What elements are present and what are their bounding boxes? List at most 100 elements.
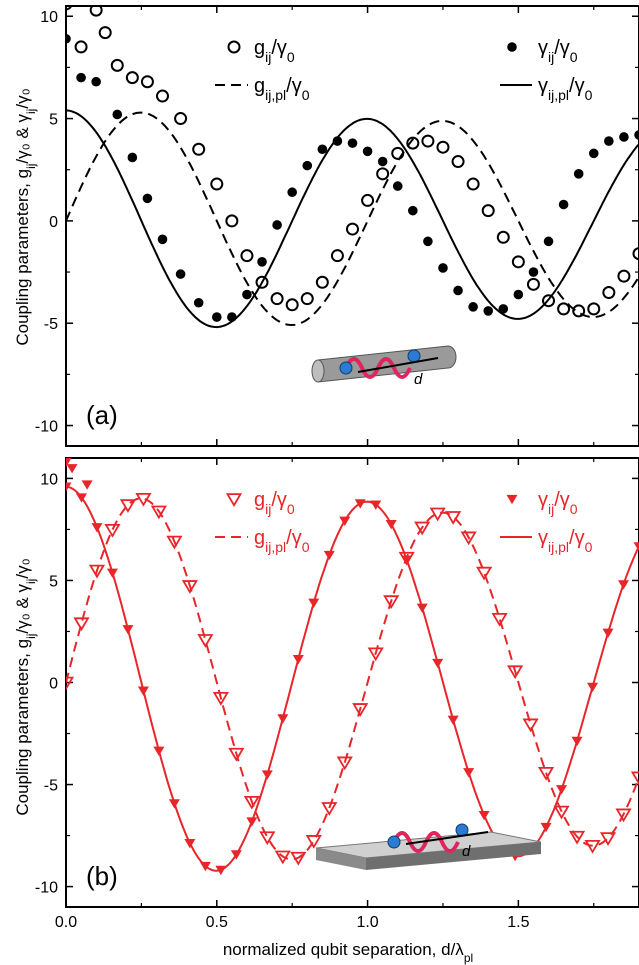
plot-area bbox=[66, 6, 639, 329]
data-point bbox=[225, 214, 239, 228]
data-point bbox=[181, 580, 198, 594]
legend-marker bbox=[507, 42, 517, 52]
legend-label: γij/γ0 bbox=[538, 489, 578, 517]
data-point bbox=[150, 505, 167, 520]
plot-frame bbox=[65, 5, 639, 447]
data-point bbox=[240, 249, 254, 263]
data-point bbox=[453, 285, 463, 296]
y-tick-label: -10 bbox=[35, 880, 58, 897]
data-point bbox=[553, 805, 570, 820]
metal-film-side bbox=[316, 848, 366, 870]
data-point bbox=[174, 112, 188, 126]
legend-marker bbox=[506, 494, 518, 505]
data-point bbox=[599, 832, 617, 846]
data-point bbox=[619, 132, 629, 142]
y-axis-title-b: Coupling parameters, gij/γ₀ & γij/γ₀ bbox=[13, 558, 38, 815]
data-point bbox=[140, 75, 154, 89]
metal-film-front bbox=[366, 842, 541, 870]
data-point bbox=[542, 294, 556, 308]
y-tick-label: 10 bbox=[40, 9, 58, 26]
data-point bbox=[481, 204, 495, 218]
data-point bbox=[347, 138, 358, 148]
data-point bbox=[522, 718, 539, 733]
y-tick-label: -10 bbox=[35, 419, 58, 436]
data-point bbox=[460, 531, 477, 546]
data-point bbox=[438, 263, 448, 273]
data-point bbox=[587, 302, 601, 316]
data-point bbox=[377, 156, 388, 167]
data-point bbox=[498, 304, 509, 314]
data-point bbox=[98, 26, 112, 40]
data-point bbox=[476, 566, 493, 581]
y-tick-label: 5 bbox=[49, 573, 58, 590]
data-point bbox=[285, 298, 299, 312]
x-tick-label: 1.5 bbox=[507, 914, 529, 931]
data-point bbox=[66, 482, 72, 492]
legend-label: γij,pl/γ0 bbox=[538, 527, 593, 555]
panel-b: 0.0 0.5 1.0 1.5 -10 -5 0 5 10 gij/γ0 gij,pl/γ0 γij/… bbox=[35, 457, 639, 931]
separation-label: d bbox=[462, 843, 471, 860]
data-point bbox=[193, 297, 204, 308]
data-point bbox=[112, 109, 123, 120]
data-point bbox=[88, 564, 106, 579]
qubit bbox=[339, 361, 353, 375]
data-point bbox=[445, 511, 462, 525]
data-point bbox=[414, 521, 431, 536]
data-point bbox=[633, 542, 639, 552]
legend-label: gij/γ0 bbox=[254, 489, 295, 517]
data-point bbox=[125, 71, 139, 85]
legend-label: γij/γ0 bbox=[538, 37, 578, 65]
data-point bbox=[538, 766, 555, 781]
data-point bbox=[287, 187, 297, 198]
series-line-γij,pl/γ0 bbox=[66, 109, 639, 329]
data-point bbox=[192, 142, 206, 156]
data-point bbox=[104, 523, 121, 538]
data-point bbox=[362, 146, 373, 157]
data-point bbox=[66, 464, 78, 474]
data-point bbox=[336, 756, 353, 771]
panel-a: -10 -5 0 5 10 gij/γ0 gij,pl/γ0 γij/γ0 γij,pl/γ0 (… bbox=[35, 5, 639, 447]
data-point bbox=[617, 269, 631, 283]
nanowire-end bbox=[311, 359, 325, 383]
x-tick-label: 1.0 bbox=[356, 914, 378, 931]
data-point bbox=[543, 236, 554, 247]
data-point bbox=[528, 267, 539, 277]
data-point bbox=[558, 199, 569, 210]
data-point bbox=[361, 193, 375, 207]
series-line-γij,pl/γ0 bbox=[66, 485, 639, 872]
data-point bbox=[300, 292, 314, 306]
y-tick-label: 0 bbox=[49, 214, 58, 231]
data-point bbox=[604, 136, 614, 146]
data-point bbox=[332, 136, 343, 146]
data-point bbox=[228, 747, 245, 762]
data-point bbox=[526, 277, 540, 291]
data-point bbox=[197, 634, 214, 648]
data-point bbox=[491, 613, 508, 627]
data-point bbox=[74, 40, 88, 54]
data-point bbox=[274, 850, 291, 865]
data-point bbox=[66, 676, 75, 691]
data-point bbox=[175, 269, 186, 279]
data-point bbox=[451, 155, 465, 169]
data-point bbox=[630, 771, 639, 786]
data-point bbox=[383, 595, 400, 610]
data-point bbox=[89, 6, 103, 17]
inset-illustration: d bbox=[311, 345, 457, 388]
data-point bbox=[423, 236, 433, 247]
data-point bbox=[315, 275, 329, 289]
data-point bbox=[584, 839, 601, 854]
data-point bbox=[513, 289, 524, 300]
data-point bbox=[557, 302, 571, 316]
data-point bbox=[568, 830, 586, 845]
data-point bbox=[66, 33, 71, 44]
data-point bbox=[243, 795, 260, 810]
data-point bbox=[468, 302, 478, 312]
data-point bbox=[272, 220, 282, 230]
nanowire bbox=[317, 345, 457, 383]
data-point bbox=[429, 507, 446, 522]
legend-marker bbox=[227, 40, 241, 54]
qubit bbox=[407, 349, 421, 363]
separation-arrow bbox=[357, 357, 439, 373]
data-point bbox=[376, 167, 390, 181]
